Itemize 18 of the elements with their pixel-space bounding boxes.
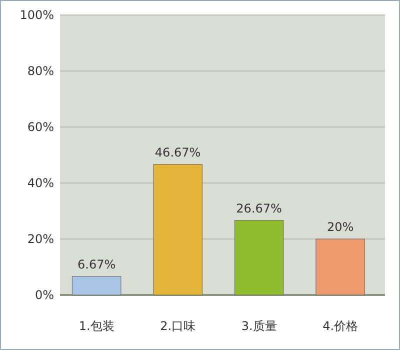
data-label: 20% <box>326 220 354 234</box>
y-tick-label: 60% <box>27 120 54 134</box>
y-tick-label: 40% <box>27 176 54 190</box>
x-tick-label: 3.质量 <box>241 319 277 333</box>
bar <box>316 238 365 296</box>
y-tick-label: 80% <box>27 64 54 78</box>
bar <box>153 164 202 296</box>
data-label: 26.67% <box>236 201 282 216</box>
data-label: 6.67% <box>78 257 116 272</box>
data-label: 46.67% <box>154 145 201 160</box>
x-tick-label: 2.口味 <box>160 319 196 333</box>
x-tick-label: 4.价格 <box>322 319 358 333</box>
y-tick-label: 100% <box>20 8 54 22</box>
bar <box>72 276 122 296</box>
x-tick-label: 1.包装 <box>78 319 114 333</box>
bar <box>234 220 284 296</box>
y-tick-label: 0% <box>34 288 54 302</box>
y-tick-label: 20% <box>27 232 54 246</box>
